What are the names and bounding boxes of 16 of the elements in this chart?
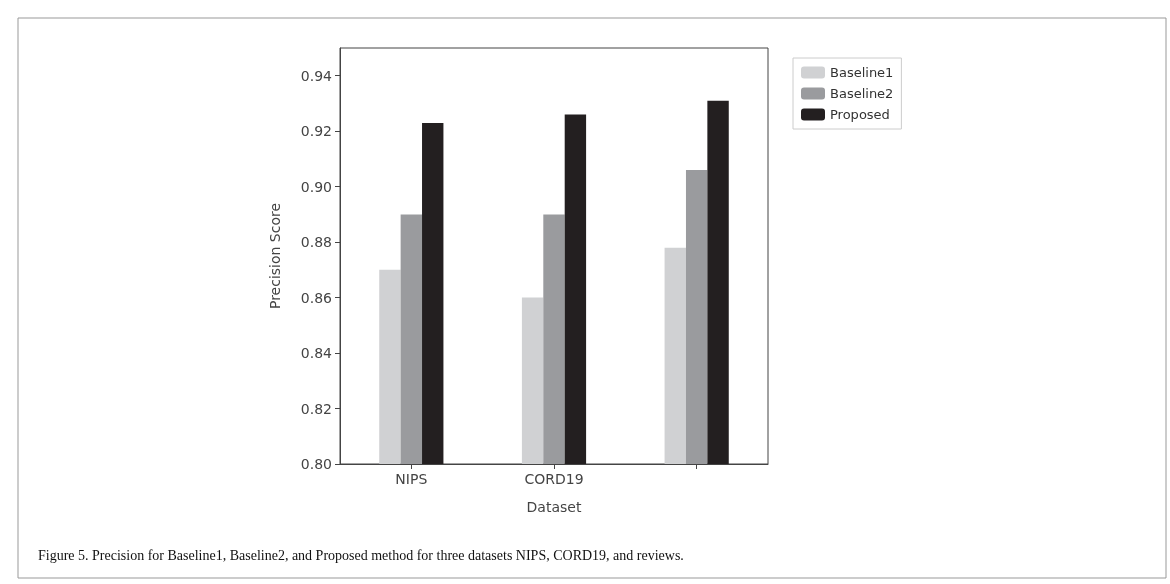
- legend-label: Baseline1: [830, 65, 894, 80]
- y-tick-label: 0.84: [300, 345, 333, 362]
- y-tick-label: 0.82: [300, 400, 332, 417]
- y-tick-label: 0.86: [300, 289, 333, 306]
- x-tick-label: NIPS: [395, 471, 428, 487]
- y-tick-label: 0.88: [300, 234, 332, 251]
- y-axis-title: Precision Score: [267, 202, 283, 310]
- x-tick-label: CORD19: [524, 471, 584, 487]
- y-tick-label: 0.94: [300, 67, 333, 84]
- x-axis-title: Dataset: [526, 499, 582, 515]
- caption: Figure 5. Precision for Baseline1, Baseline2, and Proposed method for three datasets NIPS, CORD19, and reviews.: [38, 547, 684, 563]
- y-tick-label: 0.80: [300, 456, 332, 472]
- y-tick-label: 0.92: [300, 123, 332, 140]
- legend-label: Proposed: [830, 107, 890, 122]
- legend-label: Baseline2: [830, 86, 894, 101]
- y-tick-label: 0.90: [300, 178, 332, 195]
